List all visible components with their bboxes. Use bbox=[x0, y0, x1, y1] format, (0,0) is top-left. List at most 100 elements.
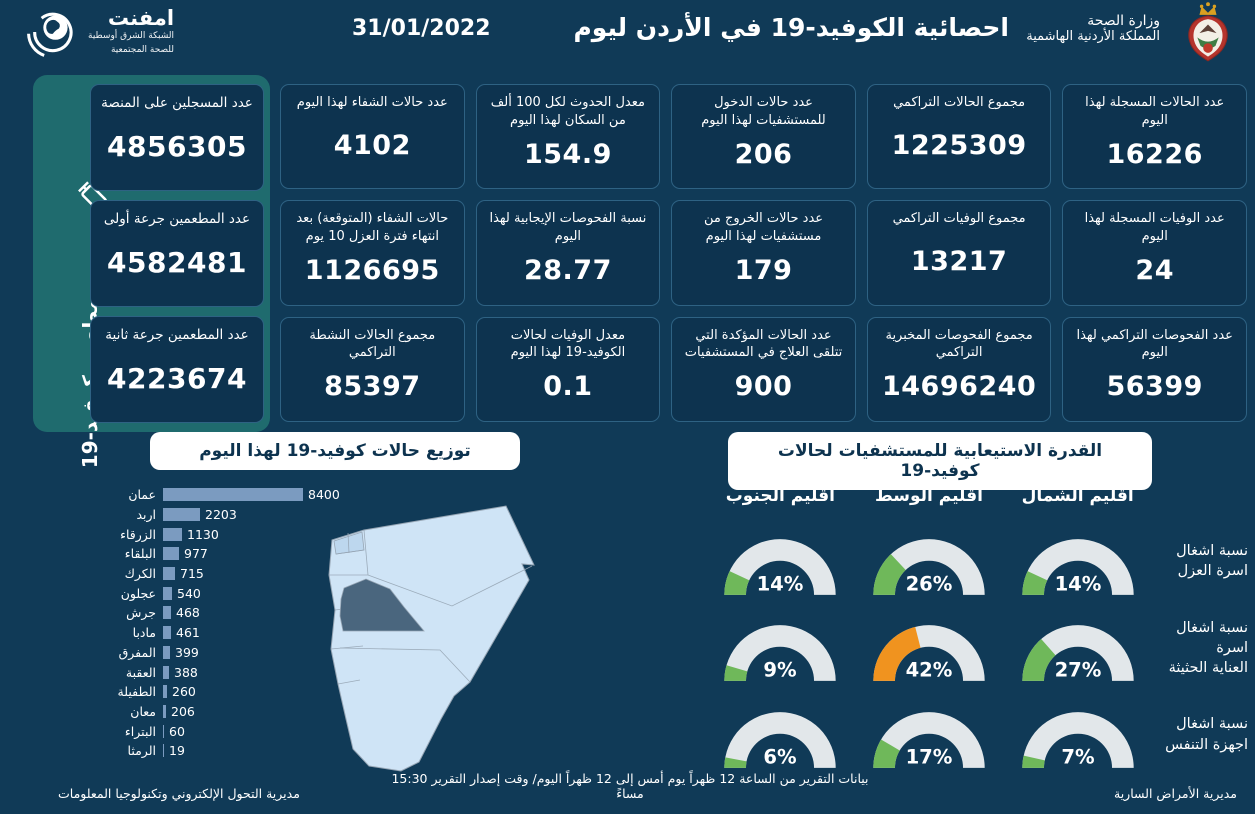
stat-card-value: 24 bbox=[1135, 255, 1174, 287]
gauge: 17% bbox=[868, 708, 990, 778]
bar bbox=[163, 508, 200, 522]
vaccination-card-value: 4856305 bbox=[107, 130, 247, 164]
bar-value-label: 1130 bbox=[187, 526, 219, 542]
distribution-section-title: توزيع حالات كوفيد-19 لهذا اليوم bbox=[150, 432, 520, 470]
bar-row: معان 206 bbox=[58, 702, 358, 722]
bar bbox=[163, 586, 172, 600]
gauge-chart: 14% bbox=[724, 538, 837, 595]
bar-row: الكرك 715 bbox=[58, 564, 358, 584]
gauge: 9% bbox=[719, 621, 841, 691]
stat-card-label: عدد حالات الشفاء لهذا اليوم bbox=[296, 95, 448, 110]
bar-category-label: الرمثا bbox=[127, 743, 156, 759]
bar-row: مادبا 461 bbox=[58, 623, 358, 643]
stat-card-label: عدد الفحوصات التراكمي لهذا اليوم bbox=[1076, 327, 1233, 361]
gauge-row-label: نسبة اشغال اسرة العناية الحثيثة bbox=[1168, 619, 1248, 677]
stat-card: عدد الوفيات المسجلة لهذا اليوم 24 bbox=[1062, 200, 1247, 306]
gauge-value: 26% bbox=[906, 572, 953, 595]
gauge-chart: 14% bbox=[1021, 538, 1134, 595]
bar-row: الرمثا 19 bbox=[58, 741, 358, 761]
stat-card-label: معدل الحدوث لكل 100 ألف من السكان لهذا ا… bbox=[490, 95, 645, 128]
stat-card-value: 13217 bbox=[910, 246, 1008, 278]
stat-card: عدد حالات الشفاء لهذا اليوم 4102 bbox=[280, 84, 465, 190]
vaccination-card-value: 4223674 bbox=[107, 362, 247, 396]
bar-value-label: 2203 bbox=[205, 507, 237, 523]
bar-category-label: العقبة bbox=[125, 664, 156, 680]
gauge-region-header: اقليم الشمال bbox=[1021, 486, 1134, 506]
stats-grid: عدد الحالات المسجلة لهذا اليوم 16226 مجموع… bbox=[280, 84, 1247, 422]
vaccination-cards: عدد المسجلين على المنصة 4856305 عدد المطعم… bbox=[90, 84, 264, 423]
bar bbox=[163, 488, 303, 502]
stat-card-value: 4102 bbox=[333, 129, 411, 161]
bar-row: العقبة 388 bbox=[58, 662, 358, 682]
gauge-region-header: اقليم الوسط bbox=[875, 486, 983, 506]
stat-card-value: 1225309 bbox=[891, 129, 1027, 161]
stat-card: حالات الشفاء (المتوقعة) بعد انتهاء فترة … bbox=[280, 200, 465, 306]
stat-card-label: مجموع الحالات النشطة التراكمي bbox=[309, 327, 436, 361]
stat-card: مجموع الحالات التراكمي 1225309 bbox=[866, 84, 1052, 190]
gauge-value: 42% bbox=[906, 659, 953, 682]
bar-category-label: الزرقاء bbox=[120, 526, 156, 542]
bar-chart: عمان 8400 اربد 2203 الزرقاء 1130 البلقاء 977 الك… bbox=[58, 485, 358, 761]
gauge: 26% bbox=[868, 535, 990, 605]
footer-directorate-left: مديرية التحول الإلكتروني وتكنولوجيا المع… bbox=[58, 786, 300, 801]
stat-card: معدل الحدوث لكل 100 ألف من السكان لهذا ا… bbox=[475, 84, 661, 190]
vaccination-card: عدد المطعمين جرعة أولى 4582481 bbox=[90, 200, 264, 307]
stat-card-label: عدد الوفيات المسجلة لهذا اليوم bbox=[1084, 211, 1225, 244]
stat-card-value: 206 bbox=[734, 138, 793, 170]
bar bbox=[163, 547, 179, 561]
bar-category-label: اربد bbox=[136, 507, 156, 523]
bar-value-label: 715 bbox=[180, 566, 204, 582]
jordan-map bbox=[328, 505, 535, 772]
gauge-value: 14% bbox=[1054, 572, 1101, 595]
bar-category-label: عجلون bbox=[120, 585, 156, 601]
bar-value-label: 19 bbox=[169, 743, 185, 759]
emphnet-tagline-1: الشبكة الشرق أوسطية bbox=[88, 31, 175, 42]
stat-card: عدد الحالات المسجلة لهذا اليوم 16226 bbox=[1062, 84, 1247, 190]
stat-card: مجموع الحالات النشطة التراكمي 85397 bbox=[280, 316, 465, 422]
stat-card-value: 154.9 bbox=[523, 138, 612, 170]
capacity-section-title: القدرة الاستيعابية للمستشفيات لحالات كوف… bbox=[728, 432, 1152, 490]
bar-row: عجلون 540 bbox=[58, 583, 358, 603]
stat-card: نسبة الفحوصات الإيجابية لهذا اليوم 28.77 bbox=[475, 200, 661, 306]
stat-card-label: مجموع الوفيات التراكمي bbox=[892, 211, 1026, 227]
gauge-value: 9% bbox=[764, 659, 797, 682]
gauge-value: 6% bbox=[764, 746, 797, 769]
stat-card-label: عدد حالات الخروج من مستشفيات لهذا اليوم bbox=[703, 211, 824, 244]
page-title: احصائية الكوفيد-19 في الأردن ليوم bbox=[573, 13, 1009, 42]
vaccination-card-value: 4582481 bbox=[107, 246, 247, 280]
gauge-region-header: اقليم الجنوب bbox=[725, 486, 835, 506]
gauge-row-label: نسبة اشغال اسرة العزل bbox=[1176, 543, 1248, 580]
bar bbox=[163, 626, 171, 640]
vaccination-card-label: عدد المسجلين على المنصة bbox=[101, 95, 253, 111]
stat-card-label: حالات الشفاء (المتوقعة) بعد انتهاء فترة … bbox=[296, 211, 449, 244]
stat-card-label: معدل الوفيات لحالات الكوفيد-19 لهذا اليو… bbox=[510, 327, 626, 361]
vaccination-card: عدد المطعمين جرعة ثانية 4223674 bbox=[90, 316, 264, 423]
bar-value-label: 399 bbox=[175, 644, 199, 660]
gauge-value: 7% bbox=[1061, 746, 1094, 769]
royal-crest-icon bbox=[1188, 2, 1228, 62]
stat-card: مجموع الفحوصات المخبرية التراكمي 14696240 bbox=[866, 316, 1052, 422]
bar-category-label: معان bbox=[130, 703, 156, 719]
bar-category-label: البلقاء bbox=[124, 546, 156, 562]
stat-card-value: 179 bbox=[734, 255, 793, 287]
gauge-col-headers: اقليم الجنوب اقليم الوسط اقليم الشمال bbox=[706, 486, 1152, 506]
gauge-chart: 9% bbox=[724, 625, 837, 682]
vaccination-panel: مطعوم كوفيد-19 عدد المسجلين على المنصة48… bbox=[33, 75, 270, 468]
stat-card-value: 28.77 bbox=[523, 255, 612, 287]
stat-card-label: نسبة الفحوصات الإيجابية لهذا اليوم bbox=[489, 211, 647, 244]
bar-category-label: عمان bbox=[128, 487, 156, 503]
bar-row: جرش 468 bbox=[58, 603, 358, 623]
bar-row: البتراء 60 bbox=[58, 721, 358, 741]
stat-card: عدد حالات الخروج من مستشفيات لهذا اليوم 1… bbox=[671, 200, 856, 306]
bar-row: البلقاء 977 bbox=[58, 544, 358, 564]
stat-card-label: عدد حالات الدخول للمستشفيات لهذا اليوم bbox=[701, 95, 826, 128]
gauge-chart: 27% bbox=[1021, 625, 1134, 682]
gauge-chart: 17% bbox=[873, 712, 985, 769]
bar bbox=[163, 704, 166, 718]
stat-card: مجموع الوفيات التراكمي 13217 bbox=[866, 200, 1052, 306]
ministry-name: وزارة الصحة المملكة الأردنية الهاشمية bbox=[1026, 13, 1160, 44]
bar-category-label: الطفيلة bbox=[117, 684, 156, 700]
gauge-chart: 6% bbox=[724, 712, 837, 769]
ministry-line2: المملكة الأردنية الهاشمية bbox=[1026, 29, 1160, 44]
